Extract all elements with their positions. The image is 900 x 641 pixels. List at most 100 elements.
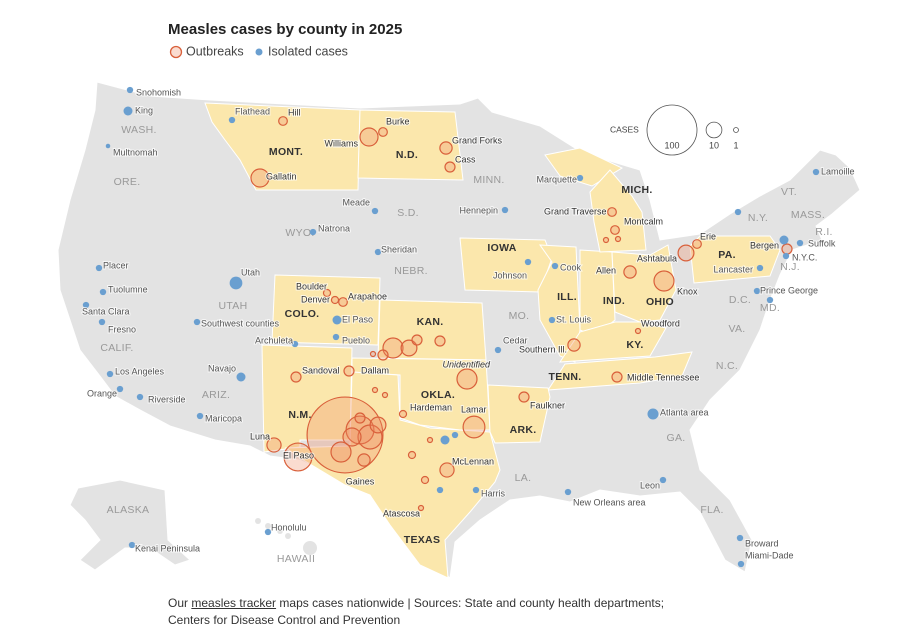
outbreak-circle [781, 243, 793, 255]
state-label: GA. [667, 432, 686, 444]
outbreak-circle [369, 350, 377, 358]
county-label: Grand Traverse [544, 206, 607, 216]
state-label: KAN. [417, 316, 444, 328]
outbreak-circle [343, 365, 355, 377]
state-label: D.C. [729, 294, 751, 306]
county-label: Orange [87, 388, 117, 398]
legend-outbreak: Outbreaks [186, 44, 244, 58]
isolated-dot [264, 528, 272, 536]
county-label: Maricopa [205, 413, 242, 423]
footer-text: maps cases nationwide | Sources: State a… [168, 596, 665, 627]
county-label: Erie [700, 231, 716, 241]
isolated-dot [736, 534, 744, 542]
state-label: IND. [603, 295, 625, 307]
size-legend-circle [733, 127, 739, 133]
outbreak-circle [378, 127, 388, 137]
county-label: Tuolumne [108, 284, 148, 294]
isolated-dot [116, 385, 124, 393]
outbreak-circle [400, 339, 418, 357]
isolated-dot [193, 318, 201, 326]
outbreak-circle [338, 297, 348, 307]
county-label: Southern Ill. [519, 344, 567, 354]
isolated-dot [228, 116, 236, 124]
county-label: McLennan [452, 456, 494, 466]
highlighted-state [261, 344, 353, 453]
isolated-dot [766, 296, 774, 304]
alaska [69, 479, 191, 571]
outbreak-circle [278, 116, 288, 126]
county-label: Faulkner [530, 400, 565, 410]
outbreak-circle [434, 335, 446, 347]
isolated-dot [99, 288, 107, 296]
outbreak-circle [607, 207, 617, 217]
outbreak-circle [381, 391, 389, 399]
outbreak-circle [610, 225, 620, 235]
county-label: Natrona [318, 223, 350, 233]
isolated-dot [236, 372, 246, 382]
county-label: Cook [560, 262, 582, 272]
outbreak-circle [456, 368, 478, 390]
isolated-dot [95, 264, 103, 272]
outbreak-circle [290, 371, 302, 383]
state-label: N.Y. [748, 212, 768, 224]
highlighted-state [284, 371, 501, 579]
state-label: N.J. [780, 261, 800, 273]
county-label: Woodford [641, 318, 680, 328]
state-label: MD. [760, 302, 780, 314]
state-label: OKLA. [421, 389, 455, 401]
state-label: MICH. [621, 184, 652, 196]
county-label: Hardeman [410, 402, 452, 412]
isolated-dot [753, 287, 761, 295]
state-label: ORE. [114, 176, 141, 188]
state-label: ALASKA [107, 504, 150, 516]
footer-link[interactable]: measles tracker [191, 596, 277, 610]
outbreak-circle [420, 475, 430, 485]
isolated-dot [782, 252, 790, 260]
isolated-dot [309, 228, 317, 236]
state-label: MINN. [473, 174, 504, 186]
county-label: Miami-Dade [745, 550, 794, 560]
county-label: Prince George [760, 285, 818, 295]
size-legend-label: 100 [664, 140, 679, 150]
state-label: TEXAS [404, 534, 441, 546]
county-label: Middle Tennessee [627, 372, 699, 382]
state-label: LA. [515, 472, 532, 484]
outbreak-circle [653, 270, 675, 292]
isolated-dot [371, 207, 379, 215]
county-label: Hill [288, 107, 301, 117]
county-label: Luna [250, 431, 270, 441]
chart-title: Measles cases by county in 2025 [168, 21, 402, 38]
outbreak-circle [357, 453, 371, 467]
state-label: TENN. [549, 371, 582, 383]
county-label: Honolulu [271, 522, 307, 532]
isolated-dot [812, 168, 820, 176]
county-label: Leon [640, 480, 660, 490]
county-label: Lamar [461, 404, 487, 414]
isolated-dot [436, 486, 444, 494]
state-label: N.C. [716, 360, 738, 372]
state-label: CALIF. [100, 342, 133, 354]
outbreak-circle [359, 127, 379, 147]
outbreak-circle [426, 436, 434, 444]
outbreak-circle [444, 161, 456, 173]
isolated-dot [524, 258, 532, 266]
county-label: Pueblo [342, 335, 370, 345]
footer: Our measles tracker maps cases nationwid… [168, 595, 708, 629]
highlighted-state [559, 321, 667, 363]
legend-outbreak-swatch [169, 45, 183, 59]
isolated-dot [374, 248, 382, 256]
isolated-dot [451, 431, 459, 439]
county-label: Harris [481, 488, 505, 498]
county-label: Kenai Peninsula [135, 543, 200, 553]
isolated-dot [229, 276, 243, 290]
state-label: MONT. [269, 146, 303, 158]
isolated-dot [737, 560, 745, 568]
county-label: Cedar [503, 335, 528, 345]
outbreak-circle [439, 141, 453, 155]
size-legend-label: 10 [709, 140, 719, 150]
outbreak-circle [407, 450, 417, 460]
outbreak-circle [677, 244, 695, 262]
isolated-dot [128, 541, 136, 549]
isolated-dot [82, 301, 90, 309]
